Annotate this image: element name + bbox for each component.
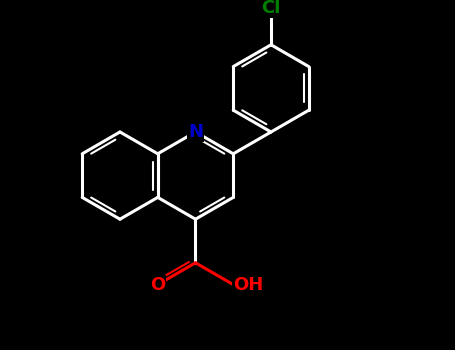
Text: OH: OH — [233, 275, 263, 294]
Text: N: N — [188, 123, 203, 141]
Text: O: O — [150, 275, 165, 294]
Text: Cl: Cl — [261, 0, 281, 17]
